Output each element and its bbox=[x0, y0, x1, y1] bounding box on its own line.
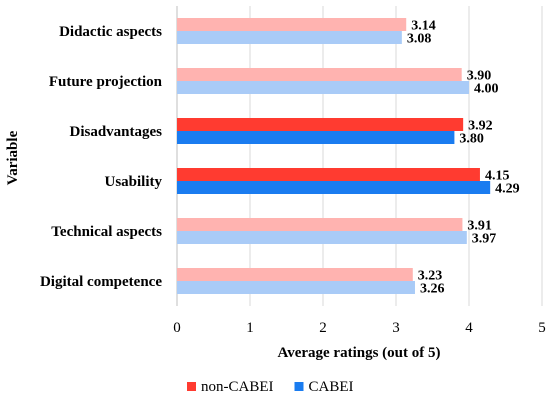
x-tick-label: 3 bbox=[392, 320, 400, 336]
cabei-bar bbox=[177, 131, 455, 144]
non-cabei-bar bbox=[177, 18, 407, 31]
data-label: 3.92 bbox=[468, 119, 493, 134]
non-cabei-bar bbox=[177, 218, 463, 231]
data-label: 3.91 bbox=[467, 219, 492, 234]
data-label: 3.80 bbox=[459, 132, 484, 147]
data-label: 3.97 bbox=[472, 232, 497, 247]
cabei-bar bbox=[177, 231, 467, 244]
data-label: 4.29 bbox=[495, 182, 520, 197]
category-label: Digital competence bbox=[40, 274, 162, 290]
legend-label: CABEI bbox=[309, 379, 354, 395]
legend-swatch bbox=[294, 382, 304, 391]
x-axis-label: Average ratings (out of 5) bbox=[277, 345, 440, 361]
cabei-bar bbox=[177, 81, 469, 94]
category-label: Technical aspects bbox=[51, 224, 162, 240]
category-label: Disadvantages bbox=[69, 124, 162, 140]
category-labels: Didactic aspects Future projection Disadva… bbox=[40, 24, 163, 290]
data-label: 3.23 bbox=[418, 269, 443, 284]
data-label: 4.15 bbox=[485, 169, 510, 184]
data-label: 3.90 bbox=[467, 69, 492, 84]
cabei-bar bbox=[177, 281, 415, 294]
x-tick-label: 1 bbox=[246, 320, 254, 336]
cabei-bar bbox=[177, 181, 491, 194]
grid-lines bbox=[176, 6, 543, 306]
x-tick-label: 4 bbox=[465, 320, 473, 336]
data-label: 3.26 bbox=[420, 282, 445, 297]
data-label: 3.14 bbox=[411, 19, 436, 34]
bars: 3.143.08 3.904.00 3.923.80 4.154.29 3.913.97… bbox=[177, 18, 520, 297]
category-label: Usability bbox=[104, 174, 162, 190]
non-cabei-bar bbox=[177, 168, 480, 181]
legend-label: non-CABEI bbox=[201, 379, 274, 395]
legend: non-CABEI CABEI bbox=[187, 379, 354, 395]
category-label: Future projection bbox=[49, 74, 163, 90]
cabei-bar bbox=[177, 31, 402, 44]
x-tick-label: 2 bbox=[319, 320, 327, 336]
x-tick-label: 0 bbox=[173, 320, 181, 336]
x-tick-label: 5 bbox=[538, 320, 546, 336]
y-axis-label: Variable bbox=[5, 130, 21, 185]
non-cabei-bar bbox=[177, 68, 462, 81]
x-axis-ticks: 0 1 2 3 4 5 bbox=[173, 320, 546, 336]
category-label: Didactic aspects bbox=[59, 24, 162, 40]
non-cabei-bar bbox=[177, 118, 464, 131]
data-label: 3.08 bbox=[407, 32, 432, 47]
legend-swatch bbox=[187, 382, 196, 391]
data-label: 4.00 bbox=[474, 82, 499, 97]
non-cabei-bar bbox=[177, 268, 413, 281]
